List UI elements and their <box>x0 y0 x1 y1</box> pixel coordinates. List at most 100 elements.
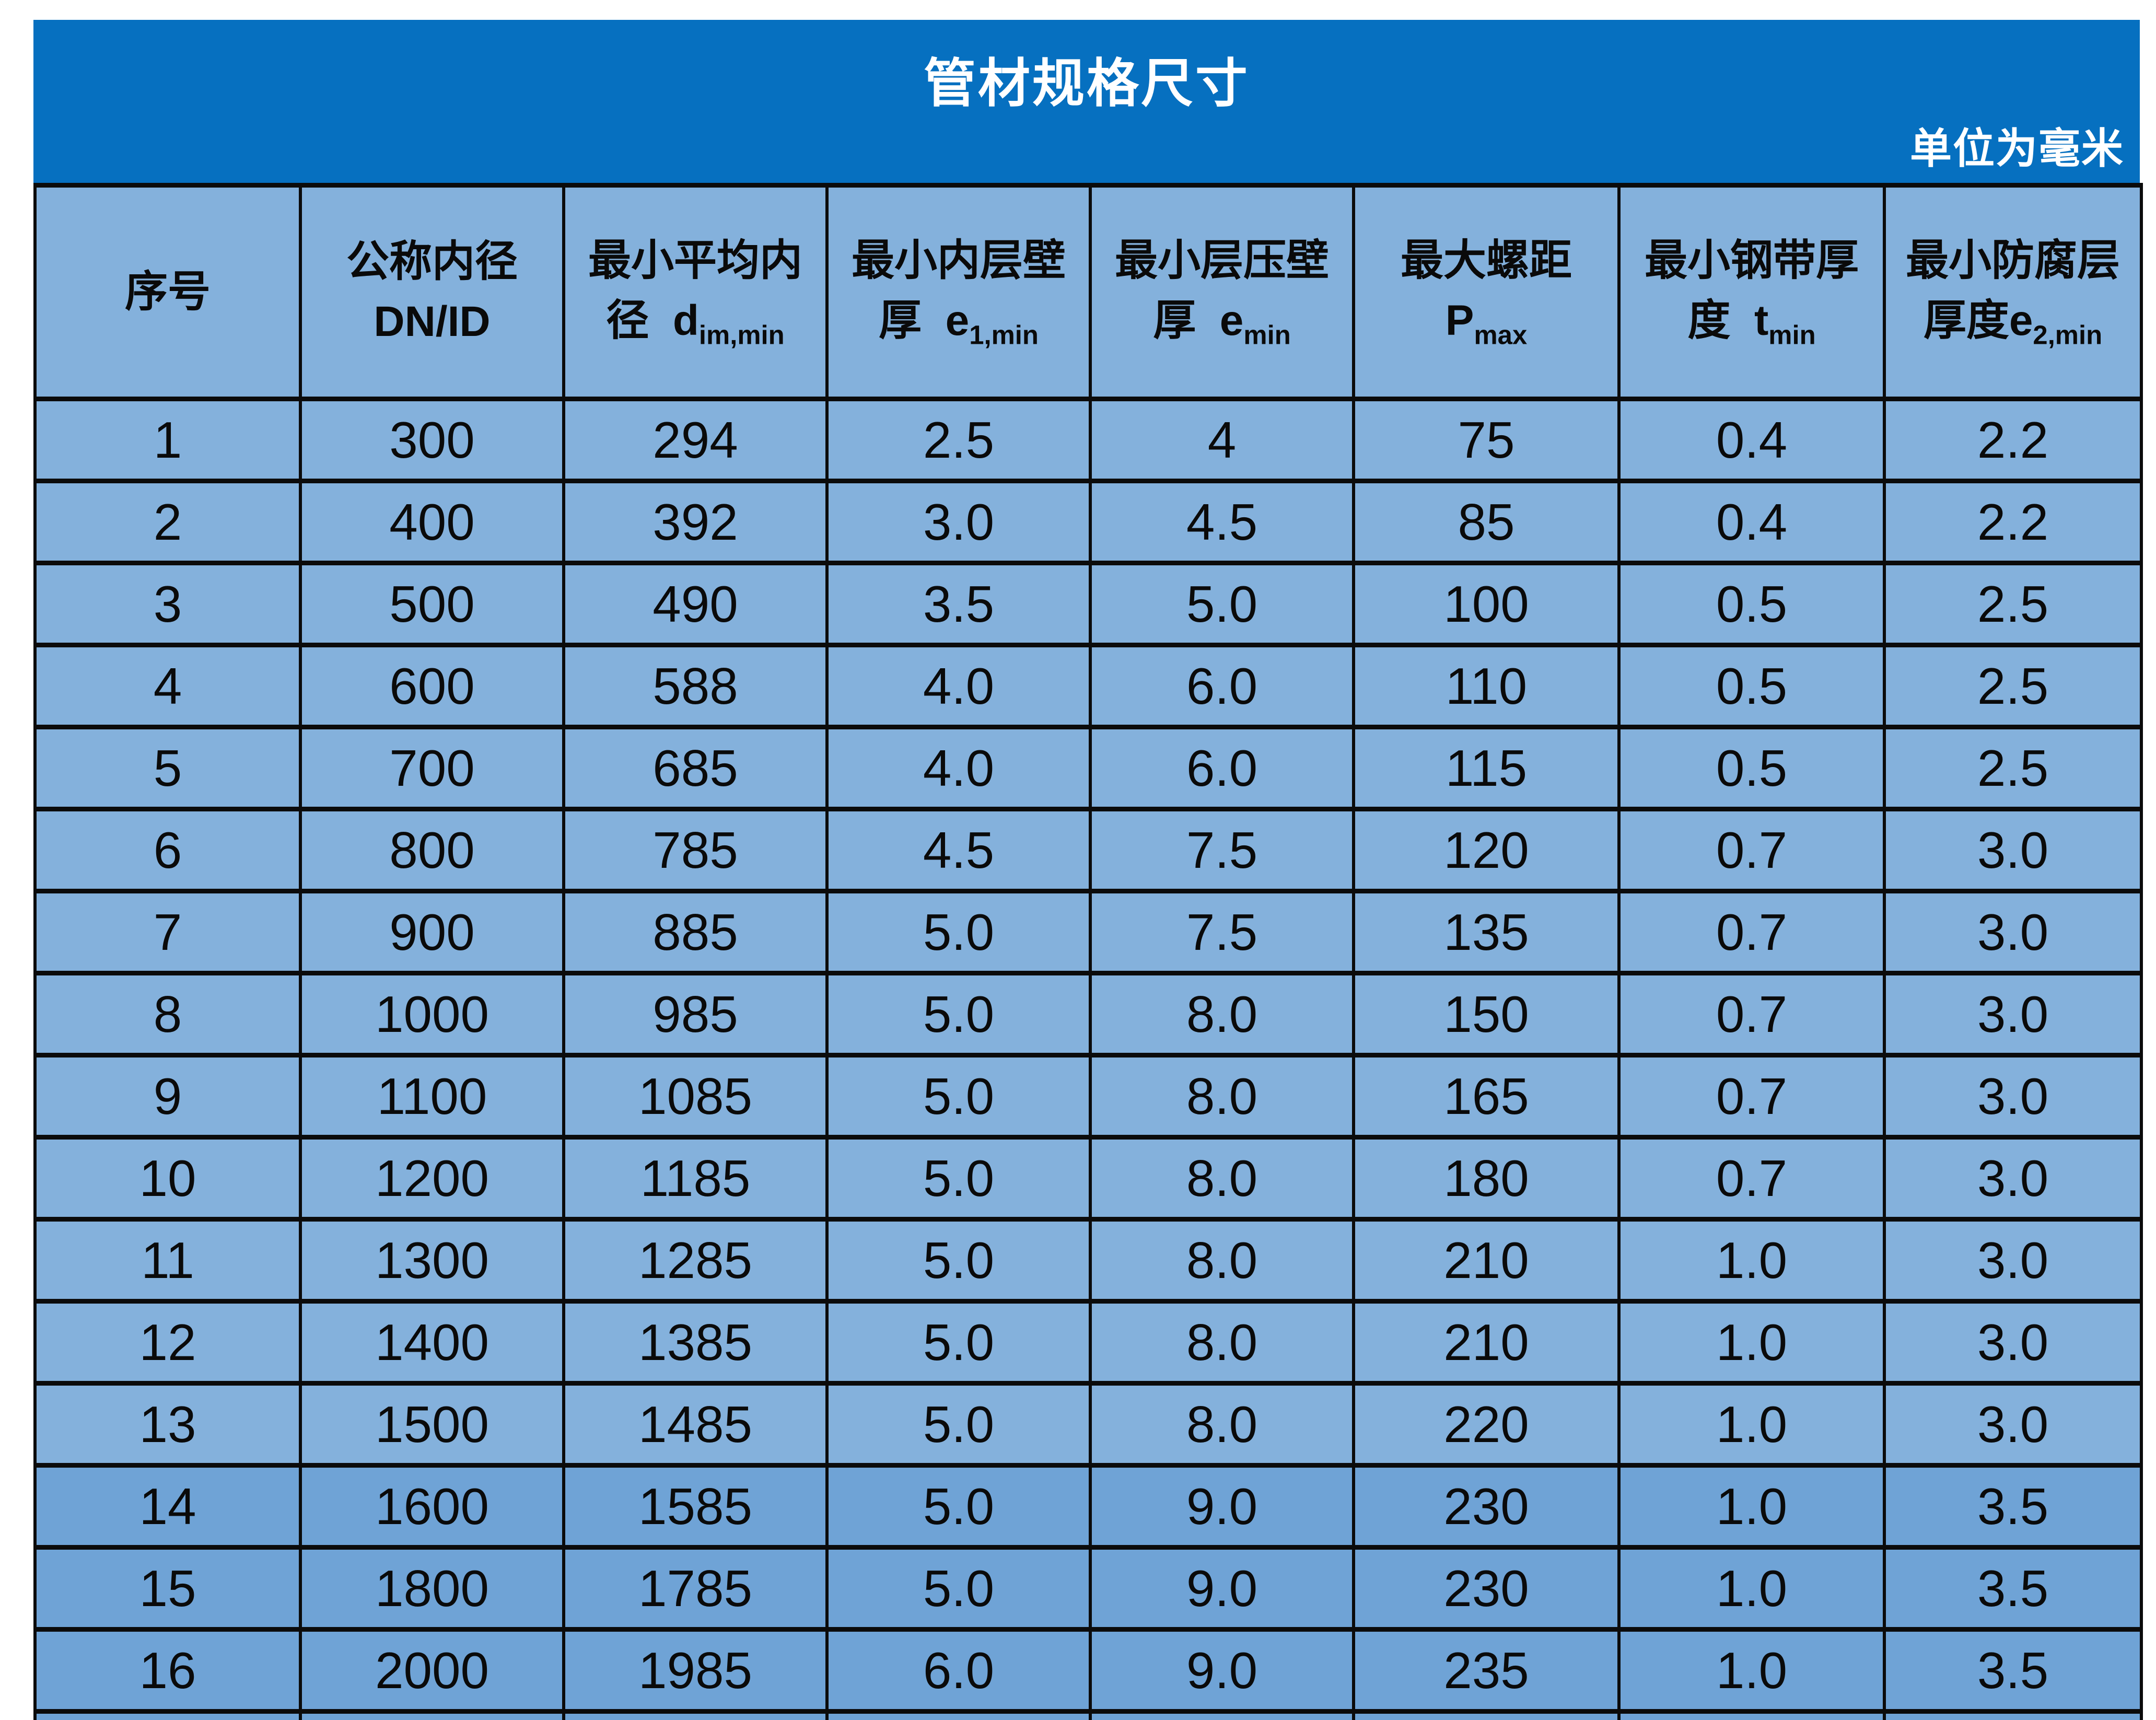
table-cell: 885 <box>564 891 827 973</box>
table-cell: 115 <box>1354 727 1619 809</box>
table-cell: 2 <box>35 481 300 563</box>
table-cell: 785 <box>564 809 827 891</box>
table-cell: 1.0 <box>1619 1384 1884 1466</box>
column-header-line1: 公称内径 <box>302 232 562 292</box>
table-cell: 800 <box>300 809 564 891</box>
table-cell: 700 <box>300 727 564 809</box>
table-cell: 110 <box>1354 645 1619 727</box>
table-cell: 3.0 <box>1884 973 2141 1055</box>
table-cell: 1285 <box>564 1219 827 1301</box>
table-cell: 235 <box>1354 1630 1619 1712</box>
table-cell: 3.5 <box>1884 1630 2141 1712</box>
column-header-max-pitch: 最大螺距 Pmax <box>1354 185 1619 399</box>
table-cell: 588 <box>564 645 827 727</box>
table-cell: 8.0 <box>1090 1055 1354 1137</box>
table-cell: 9.0 <box>1090 1466 1354 1548</box>
table-cell: 300 <box>300 399 564 481</box>
table-cell: 5.0 <box>827 1055 1090 1137</box>
table-cell: 5.0 <box>827 1219 1090 1301</box>
table-cell: 1.0 <box>1619 1466 1884 1548</box>
table-cell: 150 <box>1354 973 1619 1055</box>
table-cell: 75 <box>1354 399 1619 481</box>
column-header-line1: 最小平均内 <box>565 231 825 291</box>
column-header-line2: 厚度e2,min <box>1886 291 2140 354</box>
column-header-line2: DN/ID <box>302 292 562 352</box>
header-row: 序号 公称内径 DN/ID 最小平均内 径 dim,min 最小内层壁 厚 e1… <box>35 185 2141 399</box>
column-header-index: 序号 <box>35 185 300 399</box>
table-cell: 392 <box>564 481 827 563</box>
table-cell: 0.7 <box>1619 973 1884 1055</box>
table-cell: 0.7 <box>1619 1137 1884 1219</box>
table-cell: 4.5 <box>1090 481 1354 563</box>
table-cell: 1500 <box>300 1384 564 1466</box>
table-cell: 1.0 <box>1619 1301 1884 1384</box>
table-cell: 1 <box>35 399 300 481</box>
table-cell: 400 <box>300 481 564 563</box>
table-cell: 1200 <box>300 1137 564 1219</box>
table-cell: 100 <box>1354 563 1619 645</box>
table-cell: 2.5 <box>827 399 1090 481</box>
table-cell: 294 <box>564 399 827 481</box>
table-cell: 8.0 <box>1090 973 1354 1055</box>
table-cell: 1485 <box>564 1384 827 1466</box>
document-sheet: 管材规格尺寸 单位为毫米 序号 公称内径 DN/ID <box>33 20 2140 1720</box>
table-cell: 230 <box>1354 1466 1619 1548</box>
column-header-line2: 度 tmin <box>1621 291 1883 354</box>
column-header-line2: 厚 emin <box>1092 291 1352 354</box>
table-cell: 2000 <box>300 1630 564 1712</box>
table-cell: 5.0 <box>827 1548 1090 1630</box>
table-cell: 2.5 <box>1884 645 2141 727</box>
table-cell: 0.4 <box>1619 481 1884 563</box>
table-cell: 8.0 <box>1090 1219 1354 1301</box>
table-cell: 3.5 <box>1884 1548 2141 1630</box>
column-header-line1: 最小层压壁 <box>1092 231 1352 291</box>
table-cell: 7.5 <box>1090 809 1354 891</box>
table-cell: 3.0 <box>827 481 1090 563</box>
table-cell: 8.0 <box>1090 1384 1354 1466</box>
table-cell: 4.0 <box>827 645 1090 727</box>
column-header-min-laminated-wall: 最小层压壁 厚 emin <box>1090 185 1354 399</box>
table-cell: 3.0 <box>1884 1301 2141 1384</box>
table-cell: 0.7 <box>1619 809 1884 891</box>
column-header-line1: 最小防腐层 <box>1886 231 2140 291</box>
table-cell: 6.0 <box>1090 727 1354 809</box>
table-cell: 3 <box>35 563 300 645</box>
table-cell: 5.0 <box>827 891 1090 973</box>
table-cell: 7 <box>35 891 300 973</box>
table-cell: 0.7 <box>1619 891 1884 973</box>
table-cell: 15 <box>35 1548 300 1630</box>
column-header-min-anticorrosion: 最小防腐层 厚度e2,min <box>1884 185 2141 399</box>
table-cell: 2.5 <box>1884 727 2141 809</box>
table-cell: 4 <box>35 645 300 727</box>
table-cell: 1.0 <box>1619 1630 1884 1712</box>
column-header-nominal-id: 公称内径 DN/ID <box>300 185 564 399</box>
unit-note: 单位为毫米 <box>1910 115 2124 176</box>
table-cell: 5.0 <box>1090 563 1354 645</box>
table-cell: 3.0 <box>1884 809 2141 891</box>
table-cell: 600 <box>300 645 564 727</box>
table-cell: 500 <box>300 563 564 645</box>
column-header-line2: 径 dim,min <box>565 291 825 354</box>
table-cell: 3.0 <box>1884 1219 2141 1301</box>
table-cell: 0.5 <box>1619 645 1884 727</box>
pipe-spec-table: 序号 公称内径 DN/ID 最小平均内 径 dim,min 最小内层壁 厚 e1… <box>33 183 2143 1720</box>
table-cell: 9 <box>35 1055 300 1137</box>
table-cell: 685 <box>564 727 827 809</box>
table-cell: 16 <box>35 1630 300 1712</box>
table-cell: 12 <box>35 1301 300 1384</box>
table-cell: 900 <box>300 891 564 973</box>
table-cell: 230 <box>1354 1548 1619 1630</box>
table-cell: 1385 <box>564 1301 827 1384</box>
table-cell: 1185 <box>564 1137 827 1219</box>
table-cell: 4.5 <box>827 809 1090 891</box>
table-cell: 0.5 <box>1619 563 1884 645</box>
table-cell: 220 <box>1354 1384 1619 1466</box>
